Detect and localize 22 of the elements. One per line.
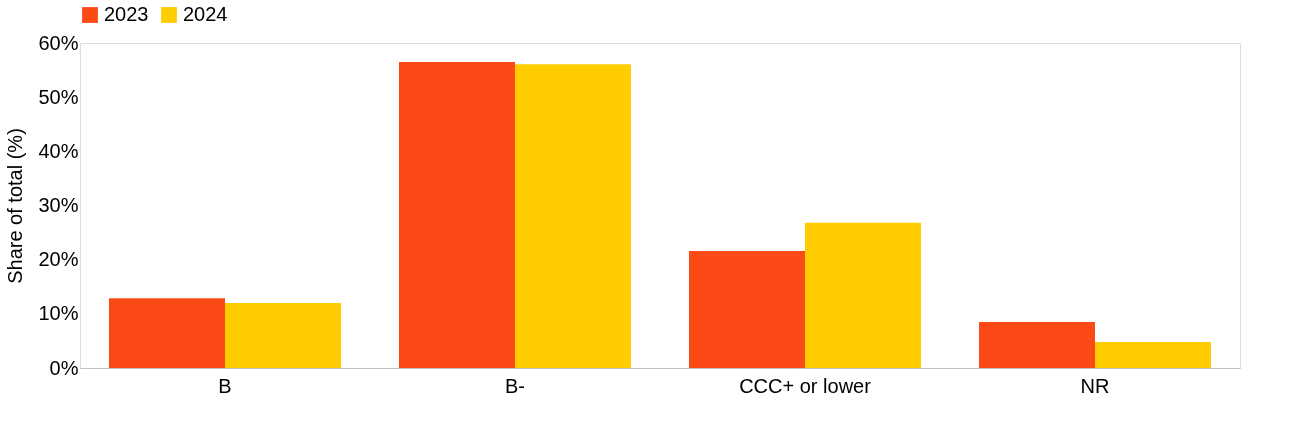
y-tick-label: 60% <box>38 31 79 54</box>
y-tick-label: 0% <box>49 356 79 379</box>
legend-label: 2023 <box>104 3 149 25</box>
bar <box>1095 342 1211 368</box>
bar <box>805 222 921 368</box>
bar <box>689 251 805 368</box>
bar <box>979 321 1095 368</box>
y-tick-label: 30% <box>38 194 79 216</box>
y-tick-label: 50% <box>38 85 79 108</box>
x-tick-label: B <box>218 374 232 397</box>
bar <box>515 64 631 368</box>
x-tick-label: NR <box>1080 374 1110 397</box>
y-axis-title: Share of total (%) <box>4 128 27 284</box>
bar <box>399 61 515 368</box>
legend-label: 2024 <box>183 3 228 25</box>
y-tick-label: 20% <box>38 248 79 271</box>
x-tick-label: CCC+ or lower <box>739 374 872 397</box>
bar <box>225 303 341 368</box>
y-tick-label: 40% <box>38 139 79 162</box>
bar <box>109 298 225 368</box>
x-tick-label: B- <box>505 374 525 397</box>
y-tick-label: 10% <box>38 302 79 325</box>
